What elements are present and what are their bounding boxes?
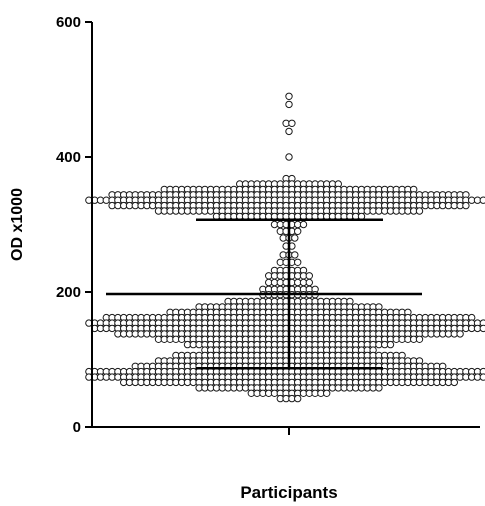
data-point — [479, 196, 485, 204]
data-point — [285, 100, 293, 109]
data-point — [288, 119, 296, 128]
data-point — [305, 278, 313, 287]
data-point — [450, 378, 458, 387]
y-axis-ticks: 0 200 400 600 — [56, 14, 92, 436]
data-point — [456, 330, 464, 338]
data-point — [285, 127, 293, 136]
x-axis-title: Participants — [240, 483, 337, 502]
y-tick-label: 0 — [73, 419, 81, 436]
data-point — [294, 394, 302, 403]
summary-lines — [106, 218, 422, 370]
y-axis-title: OD x1000 — [9, 188, 26, 261]
data-point — [323, 389, 331, 397]
data-point — [305, 272, 313, 280]
data-point — [299, 220, 308, 229]
data-point — [479, 373, 485, 381]
data-point — [291, 234, 299, 242]
data-point — [285, 92, 293, 101]
axes — [91, 22, 480, 435]
data-point — [375, 384, 383, 392]
data-point — [386, 340, 395, 349]
data-point — [479, 324, 485, 333]
data-points — [85, 92, 485, 403]
data-point — [291, 251, 299, 259]
data-point — [285, 153, 293, 161]
y-tick-label: 400 — [56, 149, 81, 166]
y-tick-label: 200 — [56, 284, 81, 301]
y-tick-label: 600 — [56, 14, 81, 31]
data-point — [294, 258, 302, 266]
data-point — [294, 227, 302, 236]
data-point — [415, 335, 424, 343]
data-point — [462, 201, 470, 210]
data-point — [415, 207, 424, 215]
